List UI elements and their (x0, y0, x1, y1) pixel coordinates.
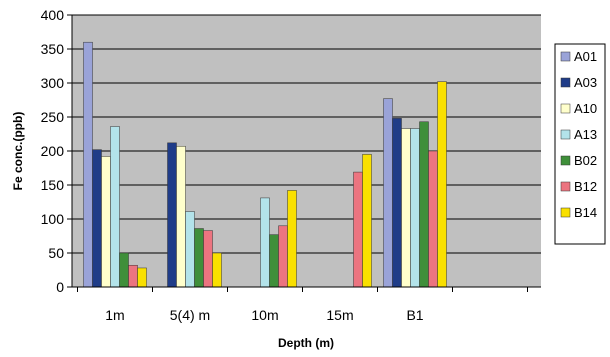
y-tick-label: 150 (41, 177, 65, 193)
bar-B02-B1 (419, 121, 429, 288)
bar-A13-54m (185, 211, 195, 288)
bar-B02-10m (269, 234, 279, 288)
legend-swatch-A10 (560, 103, 571, 114)
bar-A03-1m (92, 149, 102, 288)
bar-A13-1m (110, 126, 120, 288)
y-axis-title: Fe conc.(ppb) (11, 112, 25, 191)
x-axis-ticks: 1m 5(4) m 10m 15m B1 (77, 287, 528, 323)
y-tick-label: 50 (48, 245, 64, 261)
x-tick-label: 5(4) m (170, 307, 210, 323)
x-tick-label: 15m (326, 307, 353, 323)
bar-B14-15m (362, 154, 372, 288)
legend-label: B14 (574, 205, 597, 220)
y-tick-label: 200 (41, 143, 65, 159)
y-tick-label: 100 (41, 211, 65, 227)
bar-A01-1m (83, 41, 93, 288)
bar-A10-54m (176, 145, 186, 288)
y-tick-label: 400 (41, 7, 65, 23)
bar-B12-15m (353, 171, 363, 288)
legend: A01 A03 A10 A13 B02 B12 B14 (554, 43, 606, 245)
x-tick-label: 1m (105, 307, 124, 323)
legend-label: A13 (574, 127, 597, 142)
bar-A01-B1 (383, 98, 393, 288)
legend-swatch-B02 (560, 155, 571, 166)
legend-swatch-B14 (560, 207, 571, 218)
bar-B02-1m (119, 252, 129, 288)
y-tick-label: 0 (56, 279, 64, 295)
bars (83, 41, 447, 288)
x-tick-label: 10m (251, 307, 278, 323)
bar-A10-B1 (401, 128, 411, 288)
bar-B12-54m (203, 230, 213, 288)
bar-A10-1m (101, 156, 111, 288)
bar-A03-B1 (392, 118, 402, 288)
y-tick-label: 250 (41, 109, 65, 125)
legend-label: B02 (574, 153, 597, 168)
bar-B14-10m (287, 190, 297, 288)
legend-swatch-B12 (560, 181, 571, 192)
x-axis-title: Depth (m) (278, 336, 334, 350)
bar-A03-54m (167, 142, 177, 288)
bar-B14-54m (212, 252, 222, 288)
bar-A13-B1 (410, 128, 420, 288)
legend-swatch-A03 (560, 77, 571, 88)
legend-label: A03 (574, 75, 597, 90)
legend-label: A10 (574, 101, 597, 116)
bar-B14-B1 (437, 81, 447, 288)
bar-B14-1m (137, 267, 147, 288)
legend-label: B12 (574, 179, 597, 194)
bar-B12-B1 (428, 150, 438, 288)
y-axis-ticks: 0 50 100 150 200 250 300 350 400 (41, 7, 72, 295)
legend-label: A01 (574, 49, 597, 64)
x-tick-label: B1 (406, 307, 423, 323)
bar-B12-10m (278, 225, 288, 288)
gridlines (72, 14, 541, 254)
y-tick-label: 350 (41, 41, 65, 57)
legend-swatch-A13 (560, 129, 571, 140)
y-tick-label: 300 (41, 75, 65, 91)
legend-swatch-A01 (560, 51, 571, 62)
bar-A13-10m (260, 197, 270, 288)
bar-B12-1m (128, 264, 138, 288)
bar-B02-54m (194, 228, 204, 288)
